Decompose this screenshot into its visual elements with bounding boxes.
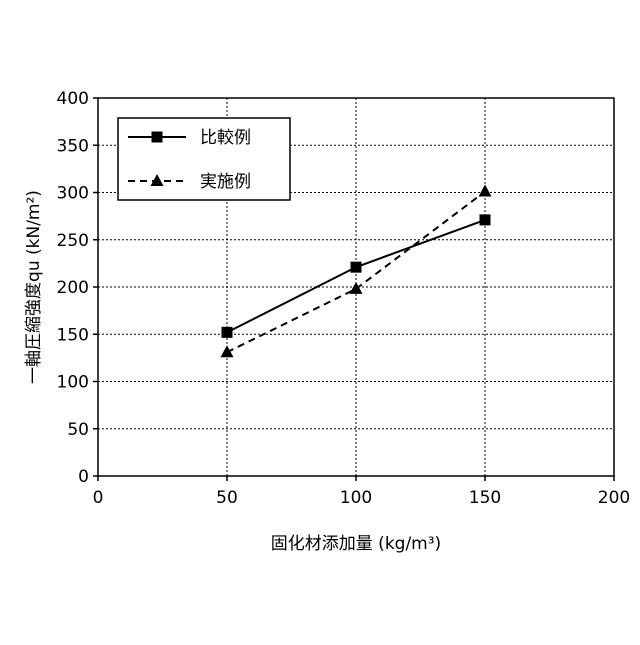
x-tick-label: 200 (598, 488, 630, 508)
y-tick-label: 400 (57, 89, 89, 109)
y-axis-title: 一軸圧縮強度qu (kN/m²) (24, 190, 44, 384)
y-tick-label: 50 (67, 420, 89, 440)
data-point (479, 185, 492, 197)
legend-label: 比較例 (200, 128, 251, 148)
y-tick-label: 350 (57, 136, 89, 156)
x-tick-label: 0 (93, 488, 104, 508)
y-tick-label: 250 (57, 231, 89, 251)
x-tick-label: 150 (469, 488, 501, 508)
y-tick-label: 100 (57, 373, 89, 393)
y-tick-label: 300 (57, 184, 89, 204)
legend-label: 実施例 (200, 172, 251, 192)
x-tick-label: 50 (216, 488, 238, 508)
data-point (350, 282, 363, 294)
legend: 比較例実施例 (118, 118, 290, 200)
data-point (221, 345, 234, 357)
legend-marker (152, 132, 163, 143)
data-point (351, 262, 362, 273)
x-tick-label: 100 (340, 488, 372, 508)
y-tick-label: 200 (57, 278, 89, 298)
y-tick-label: 0 (78, 467, 89, 487)
y-tick-label: 150 (57, 325, 89, 345)
data-point (222, 327, 233, 338)
data-point (480, 214, 491, 225)
x-axis-title: 固化材添加量 (kg/m³) (271, 534, 441, 554)
